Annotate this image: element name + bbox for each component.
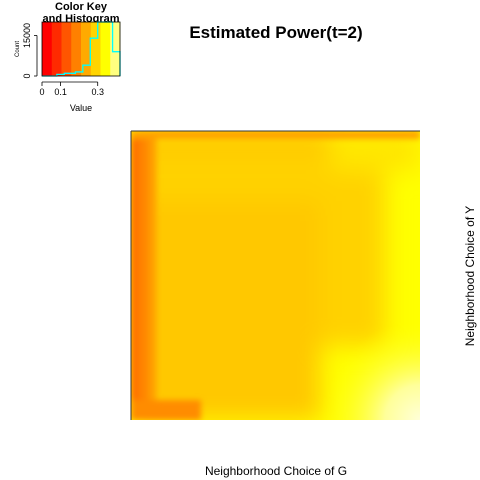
color-key-title-line1: Color Key [55,1,108,13]
chart-title: Estimated Power(t=2) [189,23,362,42]
color-key-strip-4 [81,22,92,76]
color-key-strip-5 [90,22,101,76]
color-key-strip-2 [61,22,72,76]
color-key-x-tick-label: 0.3 [91,87,104,97]
color-key-strip-1 [51,22,62,76]
color-key-histogram-line [42,21,121,77]
color-key-y-tick-label: 0 [22,73,32,78]
color-key-x-tick-label: 0 [39,87,44,97]
color-key-y-axis: 0 15000 [22,23,38,79]
color-key-x-axis: 0 0.1 0.3 [39,81,104,97]
color-key-strip-6 [100,22,111,76]
heatmap [130,130,420,420]
color-key-strip-3 [71,22,82,76]
heatmap-corner-region [320,320,420,420]
color-key-y-tick-label: 15000 [22,23,32,48]
color-key-y-label: Count [15,41,21,57]
color-key-strip-0 [42,22,53,76]
x-axis-label: Neighborhood Choice of G [205,464,347,478]
heatmap-left-edge [131,131,420,420]
y-axis-label: Neighborhood Choice of Y [463,206,477,347]
color-key-x-tick-label: 0.1 [54,87,67,97]
color-key-frame [41,21,121,77]
color-key-x-label: Value [70,103,92,113]
heatmap-interior-region [131,131,420,420]
color-key-strip-7 [110,22,121,76]
color-key-strip [42,22,121,76]
